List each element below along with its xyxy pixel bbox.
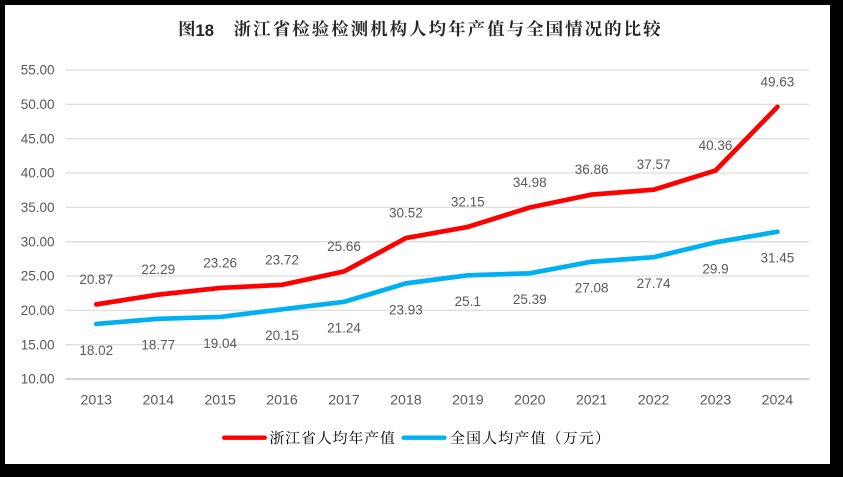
- svg-text:27.08: 27.08: [575, 281, 609, 296]
- svg-text:32.15: 32.15: [451, 194, 485, 209]
- svg-text:30.52: 30.52: [389, 206, 423, 221]
- svg-text:2024: 2024: [762, 393, 794, 409]
- svg-text:10.00: 10.00: [21, 372, 55, 387]
- svg-text:2023: 2023: [700, 393, 732, 409]
- svg-text:18: 18: [196, 21, 214, 40]
- svg-text:2017: 2017: [328, 393, 360, 409]
- svg-text:37.57: 37.57: [637, 157, 671, 172]
- svg-text:25.66: 25.66: [327, 239, 361, 254]
- svg-text:55.00: 55.00: [21, 63, 55, 78]
- svg-text:25.39: 25.39: [513, 292, 547, 307]
- svg-text:23.93: 23.93: [389, 302, 423, 317]
- svg-text:18.02: 18.02: [79, 343, 113, 358]
- svg-text:50.00: 50.00: [21, 97, 55, 112]
- svg-text:2016: 2016: [266, 393, 298, 409]
- svg-text:25.00: 25.00: [21, 269, 55, 284]
- svg-text:2018: 2018: [390, 393, 422, 409]
- svg-text:20.15: 20.15: [265, 328, 299, 343]
- svg-text:2014: 2014: [142, 393, 174, 409]
- svg-text:23.72: 23.72: [265, 252, 299, 267]
- svg-text:18.77: 18.77: [141, 338, 175, 353]
- svg-text:19.04: 19.04: [203, 336, 237, 351]
- svg-text:23.26: 23.26: [203, 255, 237, 270]
- svg-text:40.36: 40.36: [699, 138, 733, 153]
- svg-text:2013: 2013: [81, 393, 113, 409]
- svg-text:2021: 2021: [576, 393, 608, 409]
- svg-text:29.9: 29.9: [702, 261, 728, 276]
- svg-text:22.29: 22.29: [141, 262, 175, 277]
- svg-text:15.00: 15.00: [21, 337, 55, 352]
- svg-text:27.74: 27.74: [637, 276, 671, 291]
- svg-text:21.24: 21.24: [327, 321, 361, 336]
- svg-text:40.00: 40.00: [21, 166, 55, 181]
- svg-text:2020: 2020: [514, 393, 546, 409]
- svg-text:49.63: 49.63: [761, 74, 795, 89]
- svg-text:2019: 2019: [452, 393, 484, 409]
- svg-text:45.00: 45.00: [21, 131, 55, 146]
- svg-text:31.45: 31.45: [761, 251, 795, 266]
- svg-text:34.98: 34.98: [513, 175, 547, 190]
- svg-text:30.00: 30.00: [21, 234, 55, 249]
- svg-text:35.00: 35.00: [21, 200, 55, 215]
- svg-text:25.1: 25.1: [455, 294, 481, 309]
- svg-text:2015: 2015: [204, 393, 236, 409]
- svg-text:2022: 2022: [638, 393, 670, 409]
- svg-text:20.87: 20.87: [79, 272, 113, 287]
- svg-text:20.00: 20.00: [21, 303, 55, 318]
- svg-text:36.86: 36.86: [575, 162, 609, 177]
